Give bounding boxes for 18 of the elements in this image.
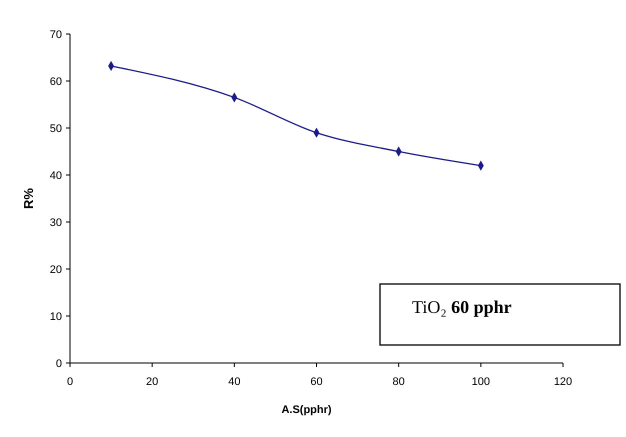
x-tick-label: 80 <box>392 376 405 388</box>
y-tick-label: 60 <box>50 76 62 88</box>
y-tick-label: 20 <box>50 264 62 276</box>
x-tick-label: 0 <box>66 376 74 388</box>
y-tick-label: 0 <box>56 358 62 370</box>
y-tick-label: 10 <box>50 310 62 323</box>
y-tick-label: 30 <box>50 216 62 229</box>
y-tick-label: 70 <box>50 28 62 41</box>
x-tick-label: 40 <box>228 376 240 388</box>
x-tick-label: 100 <box>472 376 490 388</box>
y-tick-label: 50 <box>50 122 62 135</box>
x-tick-label: 120 <box>554 376 572 388</box>
y-tick-label: 40 <box>50 170 62 182</box>
annotation: TiO₂ 60 pphr <box>412 297 512 317</box>
x-axis-title: A.S(pphr) <box>281 404 332 416</box>
y-axis-title: R% <box>21 188 36 209</box>
x-tick-label: 60 <box>310 376 323 388</box>
x-tick-label: 20 <box>146 376 158 388</box>
